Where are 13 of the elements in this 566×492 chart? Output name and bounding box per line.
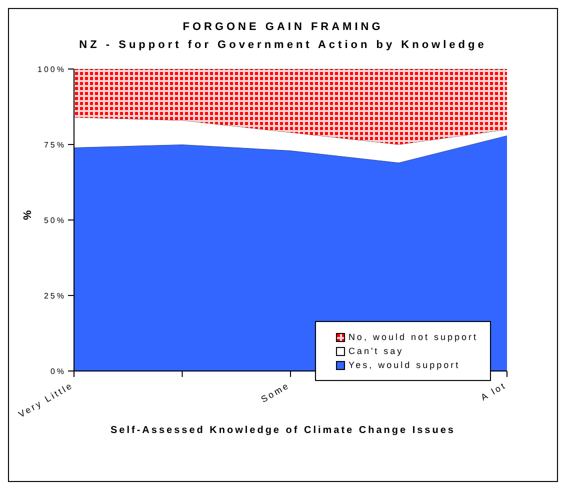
y-tick-label: 100% (38, 64, 66, 74)
y-tick-label: 0% (50, 366, 66, 376)
y-tick-label: 75% (44, 140, 66, 150)
legend-label: No, would not support (348, 332, 478, 342)
y-tick-label: 25% (44, 291, 66, 300)
x-tick-label: A lot (479, 380, 508, 402)
legend-label: Yes, would support (348, 360, 460, 370)
chart-title: FORGONE GAIN FRAMING (182, 21, 384, 33)
x-axis-title: Self-Assessed Knowledge of Climate Change Issues (110, 425, 456, 436)
legend-label: Can't say (348, 346, 404, 356)
y-axis-title: % (22, 210, 34, 220)
y-tick-label: 50% (44, 216, 66, 225)
chart-subtitle: NZ - Support for Government Action by Knowledge (78, 39, 488, 51)
